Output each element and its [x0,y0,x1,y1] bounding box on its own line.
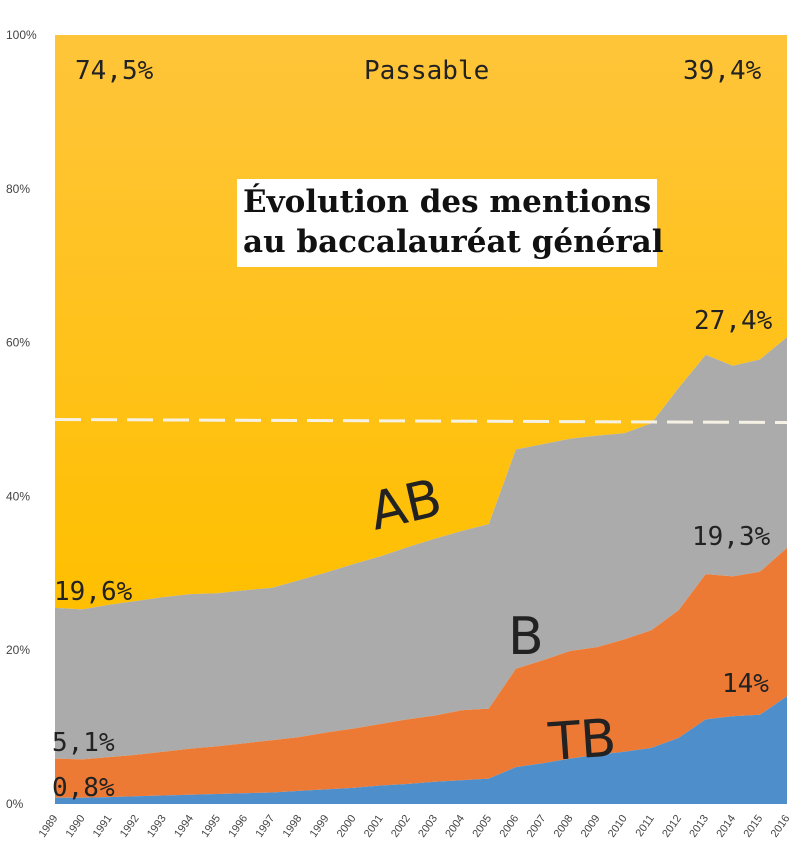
x-axis: 1989 1990 1991 1992 1993 1994 1995 1996 1997 1998… [37,813,793,840]
x-tick-label: 1994 [172,813,196,840]
ab-end-label: 27,4% [694,306,773,336]
x-tick-label: 2002 [389,813,413,840]
ab-start-label: 19,6% [54,577,133,607]
x-tick-label: 1990 [64,813,88,840]
x-tick-label: 2005 [470,813,494,840]
x-tick-label: 2008 [552,813,576,840]
b-start-label: 5,1% [52,728,115,758]
x-tick-label: 2007 [525,813,549,840]
area-passable [55,35,787,610]
x-tick-label: 1993 [145,813,169,840]
chart-title-line-2: au baccalauréat général [243,224,664,260]
area-ab [55,337,787,760]
y-tick-label: 80% [6,182,30,196]
fifty-percent-reference-line [54,418,788,424]
x-tick-label: 1991 [91,813,115,840]
x-tick-label: 2000 [335,813,359,840]
x-tick-label: 1995 [199,813,223,840]
x-tick-label: 2004 [443,813,467,840]
x-tick-label: 2013 [687,813,711,840]
x-tick-label: 1989 [37,813,61,840]
x-tick-label: 2015 [741,813,765,840]
b-end-label: 19,3% [692,522,771,552]
x-tick-label: 2003 [416,813,440,840]
tb-end-label: 14% [722,669,769,699]
x-tick-label: 1999 [308,813,332,840]
passable-start-label: 74,5% [75,56,154,86]
x-tick-label: 2009 [579,813,603,840]
b-series-label: B [508,607,544,667]
chart-title: Évolution des mentions au baccalauréat g… [237,179,664,267]
x-tick-label: 1998 [281,813,305,840]
x-tick-label: 2011 [633,813,656,839]
x-tick-label: 2012 [660,813,684,840]
y-tick-label: 40% [6,489,30,503]
area-tb [55,696,787,804]
y-tick-label: 100% [6,28,37,42]
y-tick-label: 0% [6,797,24,811]
y-tick-label: 60% [6,336,30,350]
tb-start-label: 0,8% [52,773,115,803]
x-tick-label: 2016 [769,813,793,840]
area-b [55,547,787,798]
x-tick-label: 1992 [118,813,142,840]
x-tick-label: 2001 [362,813,386,840]
y-axis: 0% 20% 40% 60% 80% 100% [6,28,37,811]
y-tick-label: 20% [6,643,30,657]
x-tick-label: 1996 [226,813,250,840]
x-tick-label: 2010 [606,813,630,840]
x-tick-label: 2006 [497,813,521,840]
passable-end-label: 39,4% [683,56,762,86]
x-tick-label: 2014 [714,813,738,840]
area-series-group [55,35,787,804]
tb-series-label: TB [546,708,618,773]
x-tick-label: 1997 [253,813,277,840]
chart-title-line-1: Évolution des mentions [243,184,652,220]
passable-series-label: Passable [364,56,489,86]
